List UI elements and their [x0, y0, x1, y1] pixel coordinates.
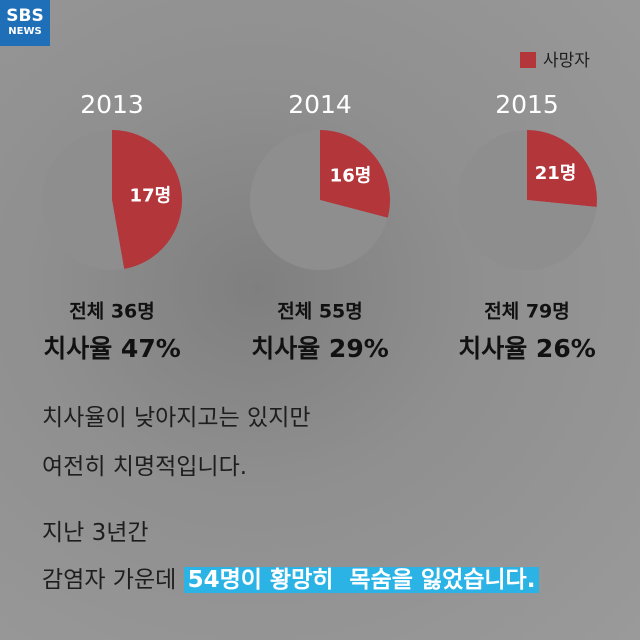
chart-title: 2015	[495, 90, 559, 119]
legend-label: 사망자	[543, 51, 590, 71]
pie-slice	[527, 130, 598, 207]
rate-label: 치사율 29%	[251, 334, 389, 363]
value-label: 17명	[130, 186, 172, 207]
pie-slice	[42, 130, 125, 270]
logo-bottom: NEWS	[8, 26, 42, 37]
body-line: 지난 3년간	[42, 520, 149, 546]
highlight: 54명이 황망히 목숨을 잃었습니다.	[183, 567, 540, 593]
pie-slice	[320, 130, 390, 218]
logo: SBS NEWS	[0, 0, 50, 46]
body-line: 감염자 가운데 54명이 황망히 목숨을 잃었습니다.	[42, 560, 540, 594]
body-line: 치사율이 낮아지고는 있지만	[42, 405, 311, 431]
body-line-text: 감염자 가운데	[42, 567, 177, 593]
value-label: 21명	[535, 163, 577, 184]
rate-label: 치사율 47%	[43, 334, 181, 363]
total-label: 전체 55명	[277, 301, 363, 323]
logo-top: SBS	[6, 6, 44, 26]
legend-swatch	[520, 52, 536, 68]
value-label: 16명	[330, 165, 372, 186]
total-label: 전체 36명	[69, 301, 155, 323]
total-label: 전체 79명	[484, 301, 570, 323]
rate-label: 치사율 26%	[458, 334, 596, 363]
pie-slice	[112, 130, 183, 269]
pie-slice	[457, 130, 597, 270]
body-line: 여전히 치명적입니다.	[42, 454, 248, 480]
chart-title: 2013	[80, 90, 144, 119]
chart-title: 2014	[288, 90, 352, 119]
pie-slice	[250, 130, 388, 270]
